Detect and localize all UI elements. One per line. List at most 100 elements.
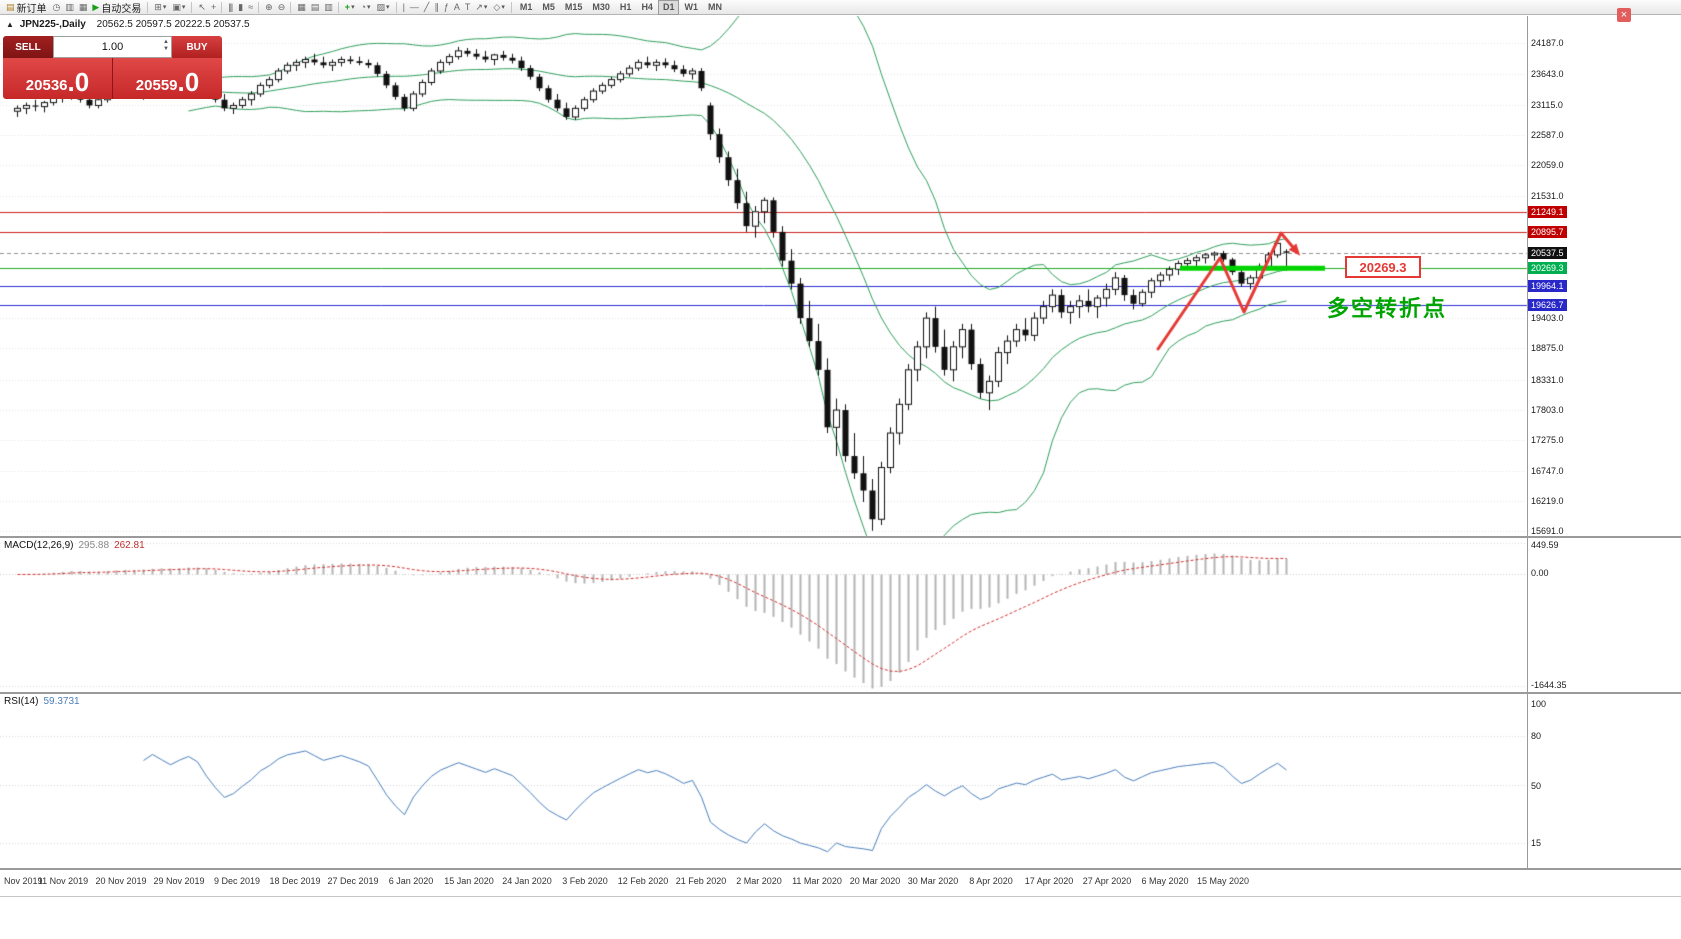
zoom-out-button[interactable]: ⊖: [275, 1, 288, 14]
price-level-badge: 19626.7: [1528, 299, 1567, 312]
rsi-axis-label: 15: [1531, 838, 1542, 848]
timeframe-w1-button[interactable]: W1: [684, 1, 698, 12]
macd-axis-label: -1644.35: [1531, 680, 1567, 690]
new-order-icon: ▤: [6, 1, 14, 12]
timeframe-h1-button[interactable]: H1: [619, 1, 632, 12]
profiles-icon: ▣: [172, 1, 180, 12]
fibonacci-button[interactable]: ƒ: [441, 1, 451, 14]
buy-price-main: 20559: [135, 77, 178, 94]
fibonacci-icon: ƒ: [443, 1, 449, 12]
timeframe-m5-button[interactable]: M5: [542, 1, 555, 12]
periods-button[interactable]: ◔ ▾: [358, 1, 374, 14]
shapes-button[interactable]: ◇ ▾: [490, 1, 507, 14]
auto-trading-button[interactable]: ▶ 自动交易: [89, 1, 144, 15]
arrows-icon: ↗: [475, 1, 482, 12]
vertical-line-button[interactable]: |: [400, 1, 407, 14]
price-axis-border: [1527, 16, 1528, 868]
close-icon[interactable]: ×: [1617, 8, 1631, 22]
chart-title: JPN225-,Daily: [19, 19, 86, 30]
arrange-windows-icon: ▥: [324, 1, 332, 12]
price-axis-label: 24187.0: [1531, 38, 1564, 48]
zoom-in-icon: ⊕: [265, 1, 272, 12]
rsi-panel-separator[interactable]: [0, 692, 1681, 694]
timeframe-m30-button[interactable]: M30: [592, 1, 610, 12]
cursor-button[interactable]: ↖: [195, 1, 208, 14]
arrange-windows-button[interactable]: ▥: [321, 1, 335, 14]
buy-price-button[interactable]: 20559.0: [113, 58, 222, 99]
text-button[interactable]: A: [451, 1, 462, 14]
market-watch-icon: ▥: [65, 1, 73, 12]
alerts-button[interactable]: ◷: [50, 1, 63, 14]
price-axis-label: 22587.0: [1531, 129, 1564, 140]
cascade-windows-icon: ▤: [310, 1, 319, 12]
timeframe-d1-button[interactable]: D1: [657, 0, 680, 15]
time-axis[interactable]: Nov 2019 11 Nov 2019 20 Nov 2019 29 Nov 201…: [0, 868, 1681, 896]
one-click-trading-panel: SELL 1.00 ▲ ▼ BUY 20536.0 20559.0: [3, 36, 222, 99]
vertical-line-icon: |: [402, 1, 406, 12]
dropdown-caret-icon: ▾: [386, 4, 390, 11]
timeframe-m1-button[interactable]: M1: [519, 1, 533, 12]
volume-spinner[interactable]: ▲ ▼: [163, 39, 169, 53]
label-button[interactable]: T: [462, 1, 473, 14]
chart-ohlc-values: 20562.5 20597.5 20222.5 20537.5: [96, 19, 250, 30]
profiles-button[interactable]: ▣ ▾: [169, 1, 188, 14]
data-window-button[interactable]: ▦: [76, 1, 90, 14]
date-axis-label: 11 Mar 2020: [792, 876, 842, 886]
macd-panel-separator[interactable]: [0, 536, 1681, 538]
new-chart-button[interactable]: ⊞ ▾: [151, 1, 169, 14]
tile-windows-icon: ▦: [297, 1, 305, 12]
date-axis-label: Nov 2019: [4, 876, 43, 886]
tile-windows-button[interactable]: ▦: [294, 1, 308, 14]
price-level-annotation[interactable]: 20269.3: [1345, 256, 1421, 278]
line-chart-button[interactable]: ≈: [245, 1, 255, 14]
cascade-windows-button[interactable]: ▤: [308, 1, 322, 14]
timeframe-h4-button[interactable]: H4: [641, 1, 653, 12]
timeframe-mn-button[interactable]: MN: [707, 1, 722, 12]
new-order-label: 新订单: [16, 3, 47, 15]
dropdown-caret-icon: ▾: [351, 4, 355, 11]
text-icon: A: [453, 1, 460, 12]
date-axis-label: 8 Apr 2020: [969, 876, 1013, 886]
price-axis-label: 18875.0: [1531, 343, 1564, 354]
macd-axis-label: 0.00: [1531, 568, 1549, 578]
buy-button[interactable]: BUY: [172, 36, 222, 58]
rsi-axis-label: 50: [1531, 781, 1542, 791]
trendline-button[interactable]: ╱: [421, 1, 431, 14]
indicators-button[interactable]: + ▾: [342, 1, 358, 14]
spinner-up-icon: ▲: [163, 39, 169, 45]
horizontal-line-button[interactable]: —: [407, 1, 421, 14]
sell-price-button[interactable]: 20536.0: [3, 58, 113, 99]
chart-header: ▲ JPN225-,Daily 20562.5 20597.5 20222.5 …: [6, 19, 250, 30]
date-axis-label: 18 Dec 2019: [269, 876, 321, 886]
volume-value: 1.00: [101, 41, 124, 53]
turning-point-annotation: 多空转折点: [1327, 296, 1448, 321]
macd-signal-value: 262.81: [114, 540, 145, 551]
crosshair-button[interactable]: +: [208, 1, 218, 14]
candle-chart-icon: ▮: [238, 1, 243, 12]
new-order-button[interactable]: ▤ 新订单: [3, 1, 50, 15]
bar-chart-button[interactable]: |||: [225, 1, 235, 14]
date-axis-label: 3 Feb 2020: [562, 876, 608, 886]
timeframe-m15-button[interactable]: M15: [564, 1, 583, 12]
date-axis-label: 20 Nov 2019: [95, 876, 147, 886]
zoom-in-button[interactable]: ⊕: [262, 1, 275, 14]
sell-button[interactable]: SELL: [3, 36, 53, 58]
market-watch-button[interactable]: ▥: [62, 1, 76, 14]
macd-main-value: 295.88: [78, 540, 110, 551]
volume-input[interactable]: 1.00 ▲ ▼: [53, 36, 172, 58]
price-level-badge: 21249.1: [1528, 205, 1567, 218]
templates-button[interactable]: ▨ ▾: [374, 1, 393, 14]
date-axis-label: 29 Nov 2019: [153, 876, 205, 886]
date-axis-label: 21 Feb 2020: [675, 876, 727, 886]
channel-button[interactable]: ∥: [431, 1, 441, 14]
rsi-value: 59.3731: [43, 696, 80, 707]
price-level-badge: 20895.7: [1528, 226, 1567, 239]
candle-chart-button[interactable]: ▮: [235, 1, 245, 14]
dropdown-caret-icon: ▾: [501, 4, 505, 11]
arrows-button[interactable]: ↗ ▾: [472, 1, 490, 14]
symbol-arrow-icon: ▲: [6, 20, 14, 29]
rsi-axis-label: 100: [1531, 699, 1547, 709]
shapes-icon: ◇: [493, 1, 500, 12]
